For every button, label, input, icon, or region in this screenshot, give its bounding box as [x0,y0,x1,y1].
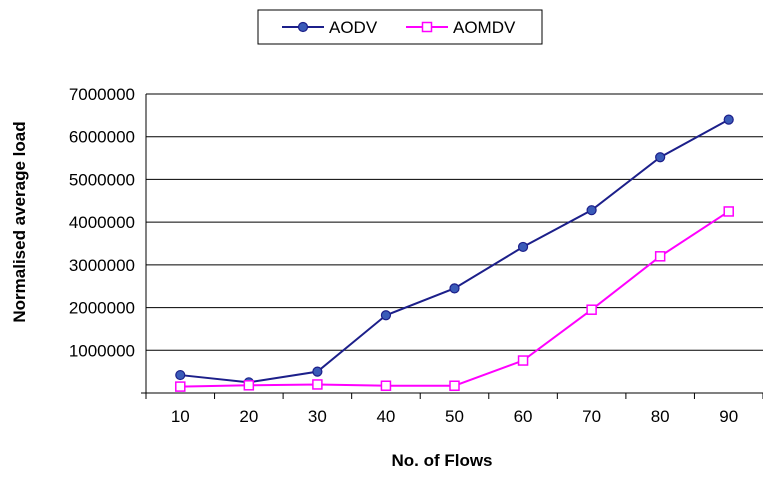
data-point-aodv [312,366,323,377]
data-point-aomdv [586,304,597,315]
x-tick-labels: 10 20 30 40 50 60 70 80 90 [171,407,738,426]
x-tick-label: 70 [582,407,601,426]
x-tick-label: 20 [239,407,258,426]
legend-marker-aodv [297,21,309,33]
series-line-aomdv [180,210,730,388]
x-tick-label: 40 [376,407,395,426]
data-point-aodv [380,310,392,321]
data-point-aomdv [175,381,186,392]
x-tick-label: 90 [719,407,738,426]
x-tick-label: 80 [651,407,670,426]
y-tick-label: 2000000 [69,299,135,318]
axes [141,94,763,399]
x-tick-label: 60 [514,407,533,426]
x-axis-title: No. of Flows [391,451,492,470]
x-tick-label: 10 [171,407,190,426]
data-point-aodv [517,241,529,253]
legend-label-aomdv: AOMDV [453,18,516,37]
legend-marker-aomdv [421,21,433,33]
gridlines [146,93,763,351]
data-point-aomdv [517,355,529,366]
y-tick-labels: 1000000 2000000 3000000 4000000 5000000 60000… [69,85,135,360]
y-tick-label: 1000000 [69,341,135,360]
y-axis-title: Normalised average load [10,121,29,322]
y-tick-label: 7000000 [69,85,135,104]
data-point-aodv [586,205,597,216]
y-tick-label: 4000000 [69,213,135,232]
data-point-aomdv [654,251,666,262]
legend: AODV AOMDV [257,9,543,45]
data-point-aomdv [449,380,460,391]
data-point-aomdv [312,379,323,390]
data-point-aomdv [243,380,255,391]
series-aomdv [175,206,734,392]
y-tick-label: 6000000 [69,128,135,147]
data-point-aodv [449,283,460,294]
data-point-aomdv [723,206,734,217]
legend-label-aodv: AODV [329,18,378,37]
series-line-aodv [180,118,730,384]
data-point-aodv [655,152,666,163]
data-point-aomdv [380,380,392,391]
legend-item-aomdv: AOMDV [406,18,516,37]
data-point-aodv [175,369,186,381]
x-tick-label: 30 [308,407,327,426]
data-point-aodv [723,114,734,125]
legend-item-aodv: AODV [282,18,378,37]
y-tick-label: 3000000 [69,256,135,275]
x-tick-label: 50 [445,407,464,426]
series-layer [175,114,734,392]
y-tick-label: 5000000 [69,170,135,189]
series-aodv [175,114,734,388]
